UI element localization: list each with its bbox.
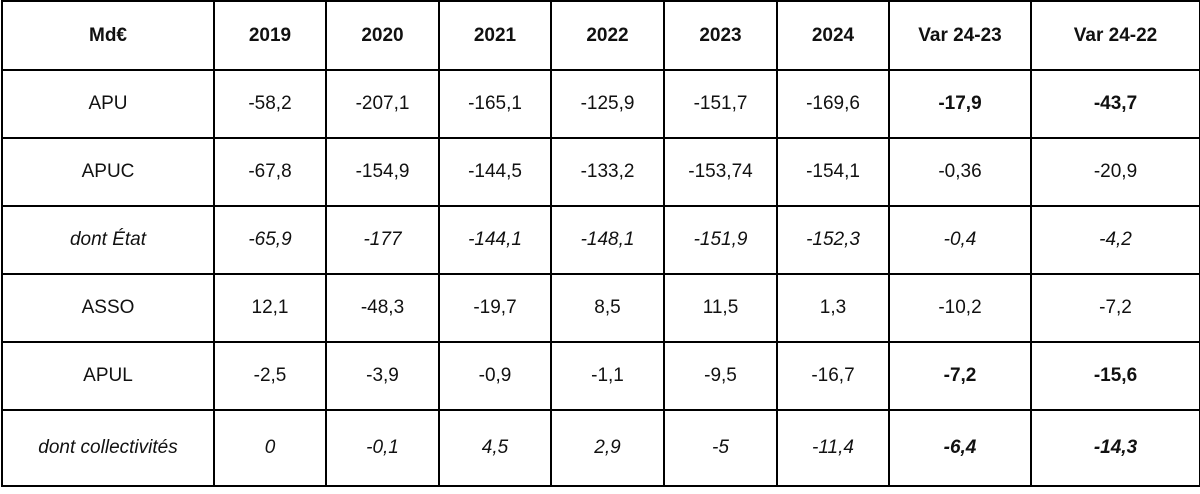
- table-cell: 0: [213, 409, 327, 487]
- table-row-apul: APUL -2,5 -3,9 -0,9 -1,1 -9,5 -16,7 -7,2…: [1, 341, 1200, 411]
- table-row-dont-etat: dont État -65,9 -177 -144,1 -148,1 -151,…: [1, 205, 1200, 275]
- table-cell: -48,3: [325, 273, 440, 343]
- var-cell: -20,9: [1030, 137, 1200, 207]
- table-cell: 11,5: [663, 273, 778, 343]
- table-cell: -153,74: [663, 137, 778, 207]
- var-cell: -0,4: [888, 205, 1032, 275]
- row-label: dont collectivités: [1, 409, 215, 487]
- var-cell: -10,2: [888, 273, 1032, 343]
- table-cell: -151,9: [663, 205, 778, 275]
- header-2021: 2021: [438, 0, 552, 71]
- row-label: ASSO: [1, 273, 215, 343]
- table-row-dont-collectivites: dont collectivités 0 -0,1 4,5 2,9 -5 -11…: [1, 409, 1200, 487]
- table-row-apuc: APUC -67,8 -154,9 -144,5 -133,2 -153,74 …: [1, 137, 1200, 207]
- table-cell: -144,5: [438, 137, 552, 207]
- row-label: dont État: [1, 205, 215, 275]
- var-cell: -17,9: [888, 69, 1032, 139]
- table-cell: -154,9: [325, 137, 440, 207]
- var-cell: -0,36: [888, 137, 1032, 207]
- table-cell: -19,7: [438, 273, 552, 343]
- table-cell: -144,1: [438, 205, 552, 275]
- var-cell: -7,2: [1030, 273, 1200, 343]
- table-cell: -16,7: [776, 341, 890, 411]
- row-label: APUC: [1, 137, 215, 207]
- table-cell: 8,5: [550, 273, 665, 343]
- table-cell: -0,9: [438, 341, 552, 411]
- table-cell: -177: [325, 205, 440, 275]
- var-cell: -15,6: [1030, 341, 1200, 411]
- table-cell: -125,9: [550, 69, 665, 139]
- table-cell: 1,3: [776, 273, 890, 343]
- header-var-24-22: Var 24-22: [1030, 0, 1200, 71]
- table-cell: -133,2: [550, 137, 665, 207]
- row-label: APU: [1, 69, 215, 139]
- table-cell: -154,1: [776, 137, 890, 207]
- table-cell: -207,1: [325, 69, 440, 139]
- var-cell: -43,7: [1030, 69, 1200, 139]
- table-cell: -1,1: [550, 341, 665, 411]
- var-cell: -14,3: [1030, 409, 1200, 487]
- header-2019: 2019: [213, 0, 327, 71]
- table-cell: -148,1: [550, 205, 665, 275]
- table-cell: -2,5: [213, 341, 327, 411]
- header-2023: 2023: [663, 0, 778, 71]
- row-label: APUL: [1, 341, 215, 411]
- table-row-asso: ASSO 12,1 -48,3 -19,7 8,5 11,5 1,3 -10,2…: [1, 273, 1200, 343]
- header-2024: 2024: [776, 0, 890, 71]
- table-cell: -65,9: [213, 205, 327, 275]
- table-cell: -151,7: [663, 69, 778, 139]
- header-2022: 2022: [550, 0, 665, 71]
- table-cell: 12,1: [213, 273, 327, 343]
- table-row-apu: APU -58,2 -207,1 -165,1 -125,9 -151,7 -1…: [1, 69, 1200, 139]
- var-cell: -4,2: [1030, 205, 1200, 275]
- var-cell: -6,4: [888, 409, 1032, 487]
- header-var-24-23: Var 24-23: [888, 0, 1032, 71]
- table-cell: -169,6: [776, 69, 890, 139]
- table-cell: -165,1: [438, 69, 552, 139]
- table-cell: -152,3: [776, 205, 890, 275]
- table-cell: 4,5: [438, 409, 552, 487]
- header-row: Md€ 2019 2020 2021 2022 2023 2024 Var 24…: [1, 0, 1200, 71]
- table-cell: -67,8: [213, 137, 327, 207]
- table-cell: -11,4: [776, 409, 890, 487]
- table-cell: -9,5: [663, 341, 778, 411]
- header-2020: 2020: [325, 0, 440, 71]
- header-unit: Md€: [1, 0, 215, 71]
- table-cell: -5: [663, 409, 778, 487]
- table-cell: -0,1: [325, 409, 440, 487]
- table-cell: 2,9: [550, 409, 665, 487]
- table-cell: -58,2: [213, 69, 327, 139]
- var-cell: -7,2: [888, 341, 1032, 411]
- table-cell: -3,9: [325, 341, 440, 411]
